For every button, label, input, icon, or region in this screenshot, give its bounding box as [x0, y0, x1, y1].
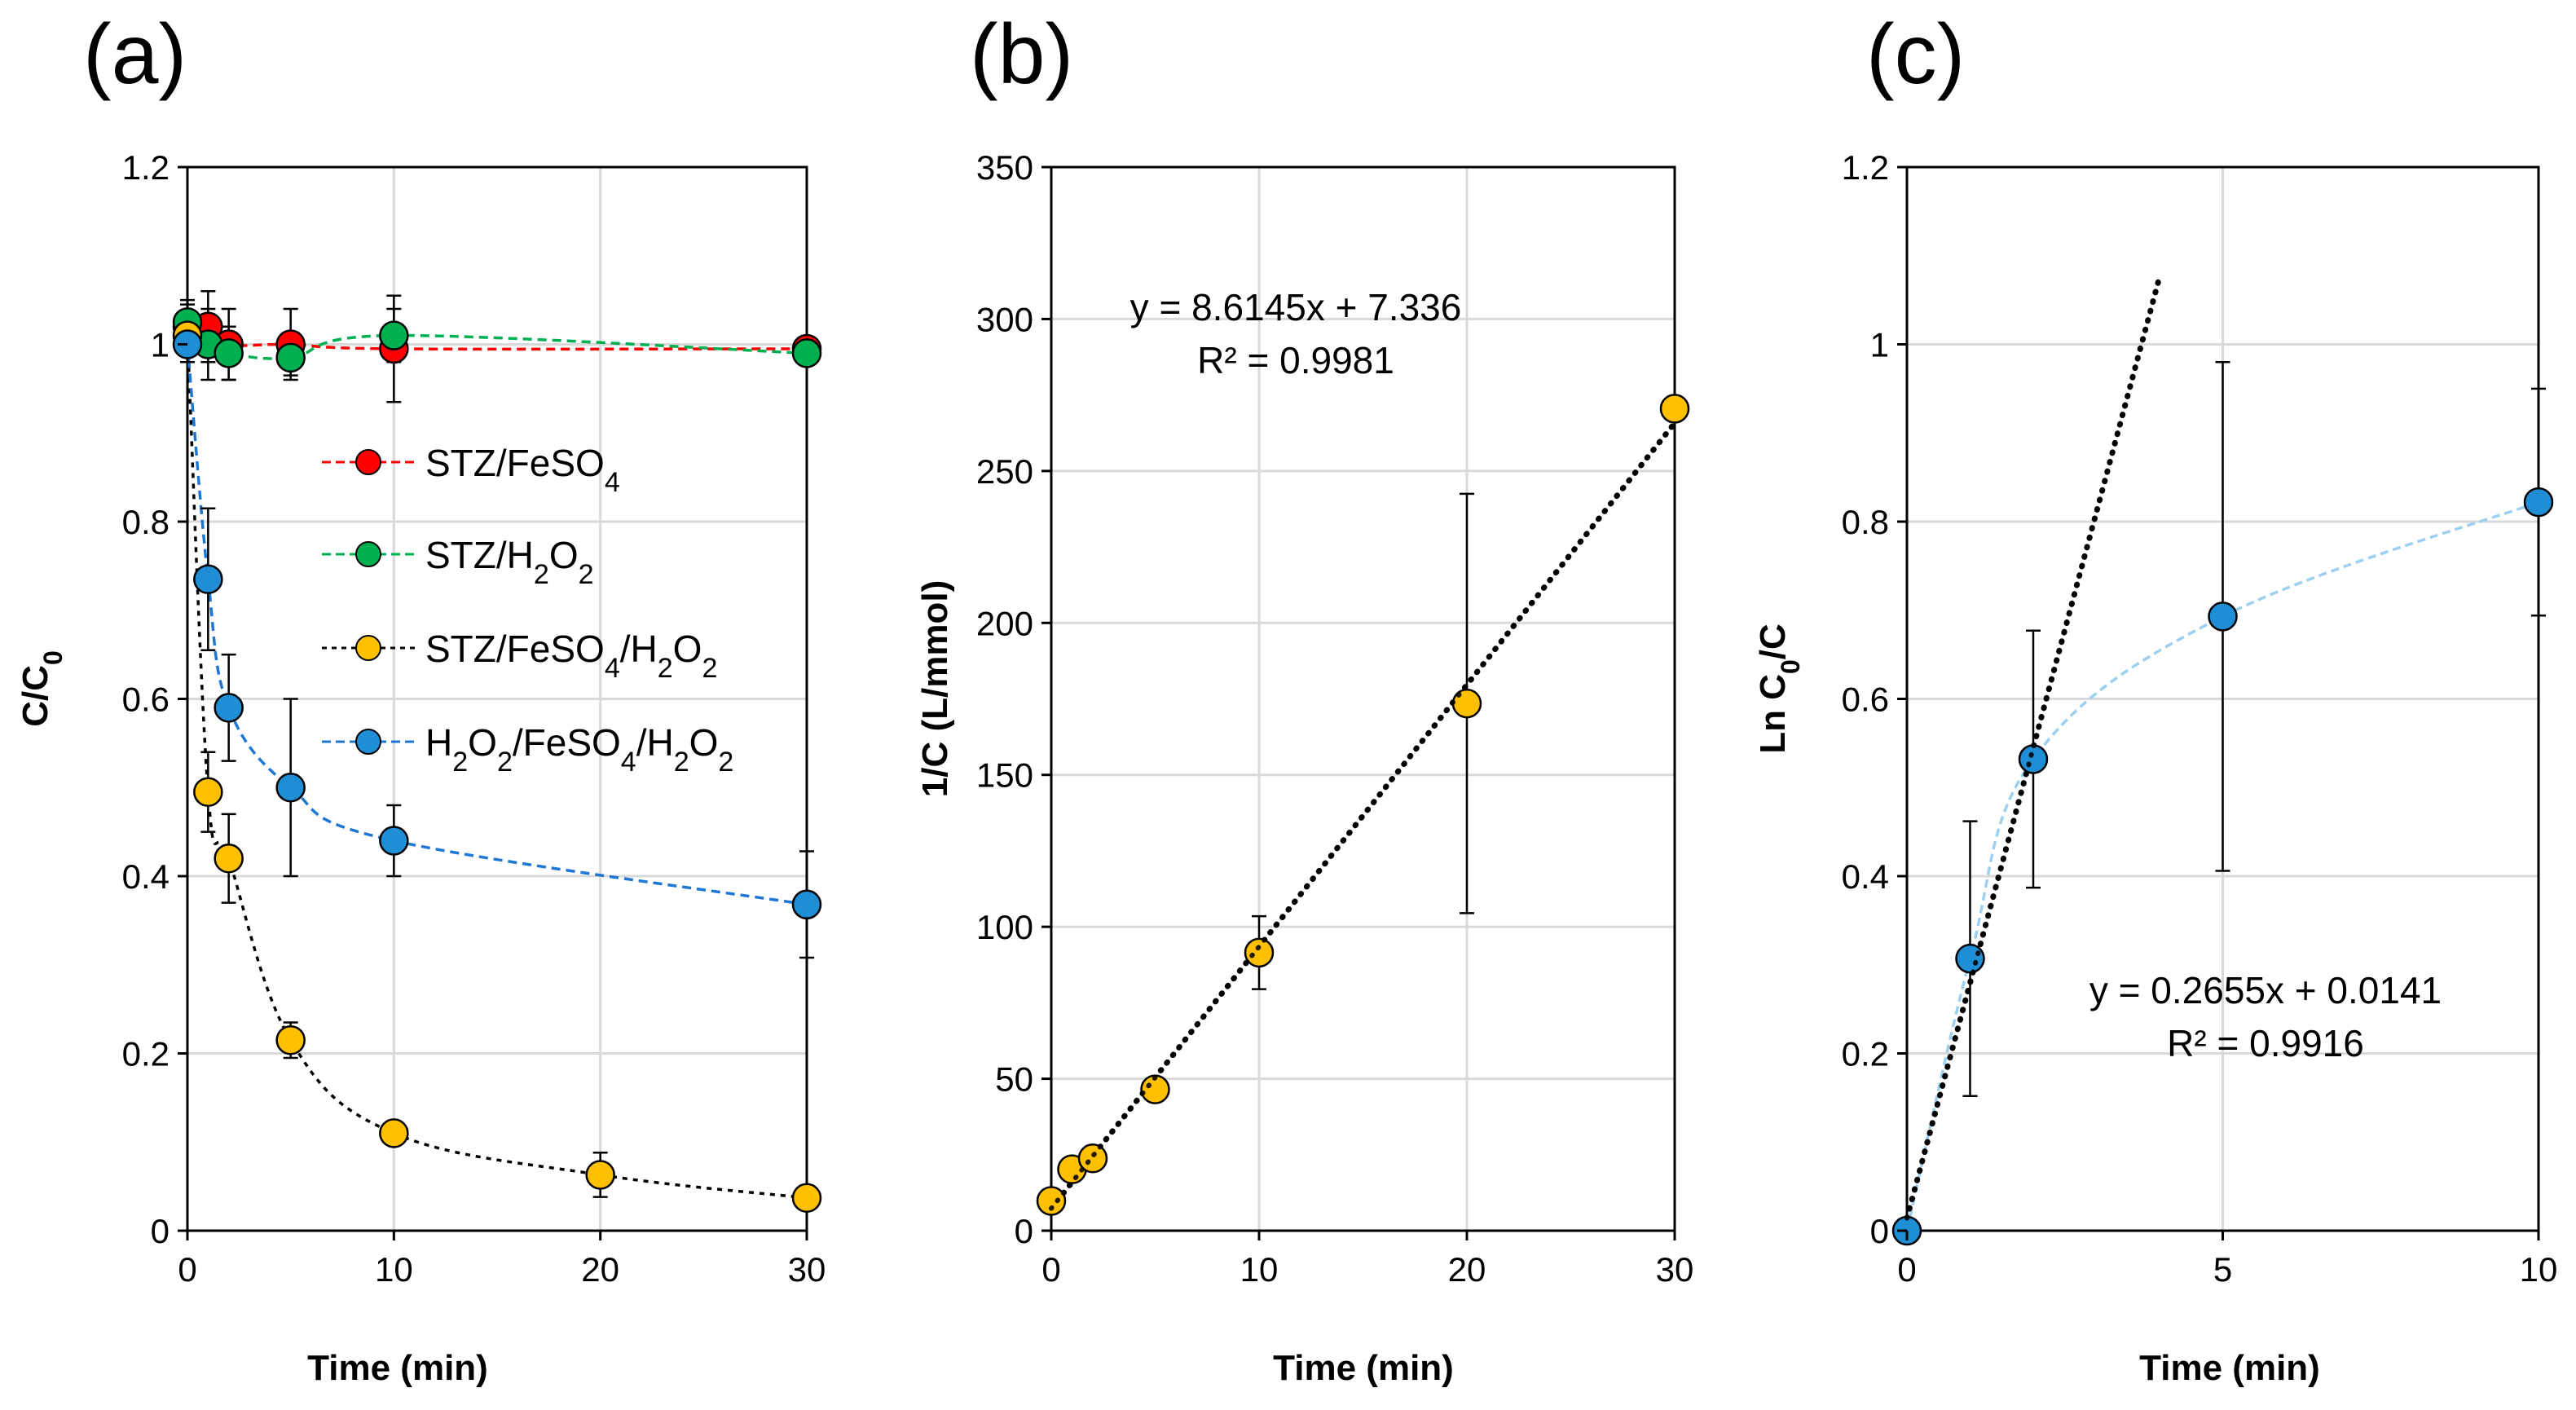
data-point-h2o2-feso4-h2o2	[275, 773, 306, 803]
panel-a-legend: STZ/FeSO4 STZ/H2O2 STZ/FeSO4/H2O2 H2O2/F…	[322, 442, 733, 778]
y-tick-label: 0.8	[122, 503, 170, 541]
data-point-stz-feso4-h2o2	[791, 1183, 822, 1214]
panel-a-x-axis-title: Time (min)	[307, 1348, 488, 1388]
y-tick-label: 0	[1870, 1212, 1889, 1250]
data-point-stz-feso4-h2o2	[214, 844, 244, 874]
y-tick-label: 0	[1015, 1212, 1033, 1250]
data-point-stz-h2o2	[275, 342, 306, 373]
data-point-stz-feso4-h2o2	[193, 777, 223, 807]
x-tick-label: 10	[1240, 1250, 1279, 1289]
x-tick-label: 10	[375, 1250, 413, 1289]
panel-a-label: (a)	[83, 7, 187, 102]
panel-a-y-axis-title: C/C0	[15, 650, 68, 727]
y-tick-label: 1.2	[122, 148, 170, 187]
legend-label-stz-feso4: STZ/FeSO4	[425, 442, 620, 498]
y-tick-label: 100	[976, 908, 1033, 946]
data-point-stz-feso4-h2o2	[275, 1024, 306, 1055]
data-point-ln-c0-c	[2018, 744, 2049, 774]
data-point-stz-feso4-h2o2	[585, 1160, 615, 1190]
y-tick-label: 1.2	[1842, 148, 1889, 187]
x-tick-label: 10	[2520, 1250, 2558, 1289]
legend-label-h2o2-feso4-h2o2: H2O2/FeSO4/H2O2	[425, 721, 733, 778]
y-tick-label: 0.4	[1842, 857, 1889, 896]
data-point-stz-feso4-h2o2	[1036, 1186, 1067, 1216]
data-point-stz-h2o2	[791, 338, 822, 368]
data-point-stz-feso4-h2o2	[1077, 1143, 1108, 1174]
data-point-h2o2-feso4-h2o2	[791, 889, 822, 920]
x-tick-label: 20	[581, 1250, 619, 1289]
panel-b-trendline-equation: y = 8.6145x + 7.336	[1130, 286, 1462, 328]
data-point-h2o2-feso4-h2o2	[193, 564, 223, 594]
panel-b-x-axis-title: Time (min)	[1273, 1348, 1454, 1388]
legend-marker-h2o2-feso4-h2o2	[355, 729, 381, 755]
data-point-h2o2-feso4-h2o2	[379, 826, 409, 856]
y-tick-label: 0.4	[122, 857, 170, 896]
data-point-h2o2-feso4-h2o2	[214, 693, 244, 723]
data-point-stz-h2o2	[379, 320, 409, 350]
panel-c-r-squared: R² = 0.9916	[2167, 1022, 2364, 1064]
legend-marker-stz-feso4	[355, 449, 381, 475]
y-tick-label: 50	[995, 1060, 1033, 1099]
x-tick-label: 30	[788, 1250, 826, 1289]
y-tick-label: 150	[976, 756, 1033, 795]
y-tick-label: 300	[976, 300, 1033, 338]
y-tick-label: 0.2	[1842, 1035, 1889, 1073]
panel-c-y-axis-title: Ln C0/C	[1753, 623, 1805, 754]
y-tick-label: 0.6	[122, 681, 170, 719]
y-tick-label: 1	[1870, 326, 1889, 364]
y-tick-label: 200	[976, 604, 1033, 642]
panel-c-trendline-equation: y = 0.2655x + 0.0141	[2089, 969, 2442, 1011]
data-point-ln-c0-c	[1955, 943, 1985, 974]
linear-trendline-overlay	[1049, 421, 1677, 1211]
x-tick-label: 0	[1041, 1250, 1060, 1289]
x-tick-label: 20	[1448, 1250, 1486, 1289]
x-tick-label: 30	[1656, 1250, 1694, 1289]
legend-marker-stz-feso4-h2o2	[355, 635, 381, 661]
x-tick-label: 5	[2213, 1250, 2232, 1289]
panel-b-y-axis-title: 1/C (L/mmol)	[915, 580, 955, 797]
data-point-stz-h2o2	[214, 338, 244, 368]
y-tick-label: 250	[976, 452, 1033, 491]
y-tick-label: 0.2	[122, 1035, 170, 1073]
x-tick-label: 0	[178, 1250, 196, 1289]
data-point-stz-feso4-h2o2	[379, 1118, 409, 1148]
y-tick-label: 0.6	[1842, 681, 1889, 719]
legend-marker-stz-h2o2	[355, 541, 381, 567]
data-point-stz-feso4-h2o2	[1659, 394, 1690, 424]
y-tick-label: 0.8	[1842, 503, 1889, 541]
panel-c-x-axis-title: Time (min)	[2139, 1348, 2320, 1388]
panel-c: (c) Time (min) Ln C0/C 0 0.2 0.4 0.6 0.8 1 1.2…	[1753, 7, 2557, 1388]
legend-label-stz-feso4-h2o2: STZ/FeSO4/H2O2	[425, 628, 717, 684]
y-tick-label: 350	[976, 148, 1033, 187]
panel-b-r-squared: R² = 0.9981	[1197, 339, 1394, 381]
linear-trendline-overlay	[1904, 274, 2162, 1221]
y-tick-label: 0	[151, 1212, 170, 1250]
data-point-stz-feso4-h2o2	[1244, 937, 1275, 968]
data-point-ln-c0-c	[2523, 487, 2554, 518]
panel-b-label: (b)	[970, 7, 1073, 102]
plot-frame	[1050, 165, 1676, 1232]
series-line-h2o2-feso4-h2o2	[186, 344, 808, 906]
legend-label-stz-h2o2: STZ/H2O2	[425, 534, 594, 590]
y-tick-label: 1	[151, 326, 170, 364]
panel-c-label: (c)	[1866, 7, 1965, 102]
data-point-ln-c0-c	[2208, 601, 2238, 632]
panel-a: (a) Time (min) C/C0 0 0.2 0.4 0.6 0.8 1 1.2 0 10…	[15, 7, 826, 1388]
panel-b: (b) Time (min) 1/C (L/mmol) 050100150200…	[915, 7, 1693, 1388]
x-tick-label: 0	[1897, 1250, 1916, 1289]
